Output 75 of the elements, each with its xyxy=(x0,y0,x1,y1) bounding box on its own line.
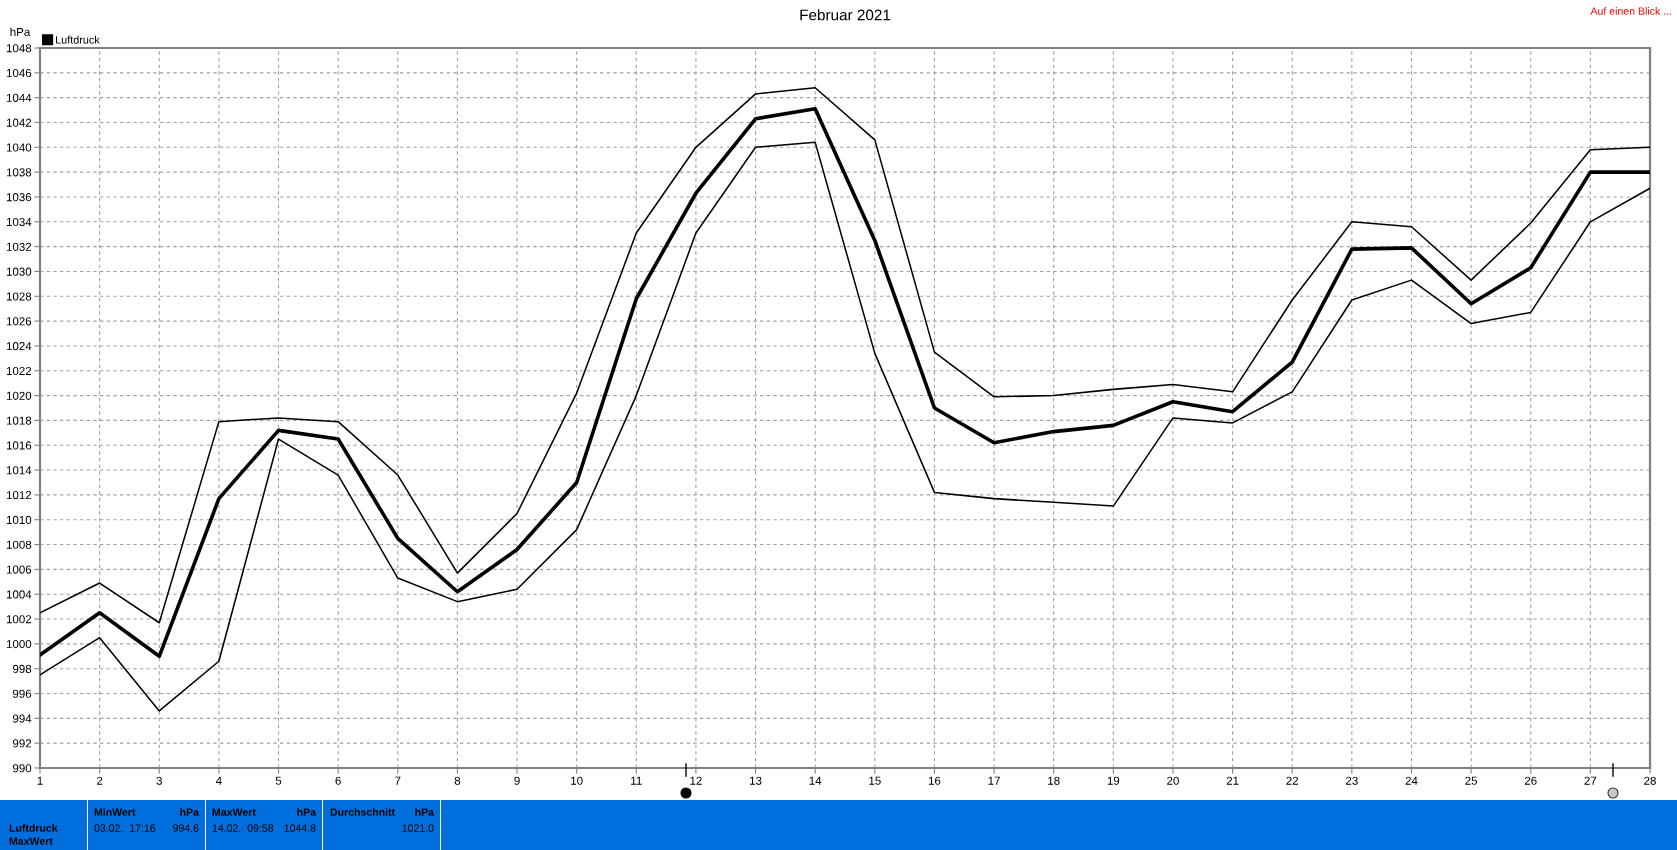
x-tick-label: 12 xyxy=(690,776,702,785)
y-tick-label: 1016 xyxy=(6,441,32,450)
x-tick-label: 9 xyxy=(514,776,520,785)
text: 14.02. 09:58 xyxy=(212,824,274,832)
y-tick-label: 1020 xyxy=(6,391,32,400)
text: 1021.0 xyxy=(402,824,434,832)
y-tick-label: 1000 xyxy=(6,639,32,649)
y-tick-label: 1034 xyxy=(6,217,32,227)
x-tick-label: 3 xyxy=(156,776,162,785)
x-tick-label: 19 xyxy=(1107,776,1120,785)
y-tick-label: 1032 xyxy=(6,242,32,251)
x-tick-label: 17 xyxy=(988,776,1000,785)
y-tick-label: 1004 xyxy=(6,590,32,599)
text: hPa xyxy=(297,808,317,816)
y-tick-label: 1048 xyxy=(6,44,32,53)
x-tick-label: 21 xyxy=(1226,776,1239,785)
x-tick-label: 5 xyxy=(275,776,282,785)
text: hPa xyxy=(180,808,200,816)
y-tick-label: 1012 xyxy=(6,491,32,500)
x-tick-label: 13 xyxy=(750,776,762,785)
text: Durchschnitt xyxy=(330,808,395,816)
y-tick-label: 1028 xyxy=(6,292,32,301)
y-tick-label: 996 xyxy=(12,689,32,698)
x-tick-label: 23 xyxy=(1346,776,1358,785)
x-tick-label: 1 xyxy=(37,776,43,785)
y-tick-label: 1030 xyxy=(6,267,32,276)
y-tick-label: 1036 xyxy=(6,193,32,202)
y-tick-label: 1008 xyxy=(6,540,32,549)
x-tick-label: 14 xyxy=(809,776,822,785)
y-axis-title: hPa xyxy=(10,27,31,37)
y-tick-label: 1018 xyxy=(6,416,32,425)
y-tick-label: 1014 xyxy=(6,466,32,475)
x-tick-label: 15 xyxy=(869,776,881,785)
y-tick-label: 992 xyxy=(12,739,32,748)
text: Luftdruck xyxy=(9,824,58,832)
y-tick-label: 994 xyxy=(12,714,32,723)
text: MaxWert xyxy=(212,808,256,816)
x-tick-label: 25 xyxy=(1465,776,1478,785)
text: 03.02. 17:16 xyxy=(94,824,156,832)
x-tick-label: 20 xyxy=(1167,776,1179,785)
text: MaxWert xyxy=(9,837,53,845)
y-tick-label: 1010 xyxy=(6,515,32,525)
y-tick-label: 1042 xyxy=(6,118,32,127)
y-tick-label: 1002 xyxy=(6,615,32,624)
x-tick-label: 7 xyxy=(395,776,401,785)
chart-title: Februar 2021 xyxy=(800,9,891,21)
y-tick-label: 990 xyxy=(12,764,32,773)
y-tick-label: 1038 xyxy=(6,168,32,177)
text: 1044.8 xyxy=(284,824,316,832)
x-tick-label: 24 xyxy=(1405,776,1418,785)
text: MinWert xyxy=(94,808,136,816)
x-tick-label: 27 xyxy=(1584,776,1597,785)
x-tick-label: 16 xyxy=(928,776,941,785)
y-tick-label: 1044 xyxy=(6,93,32,102)
x-tick-label: 26 xyxy=(1524,776,1537,785)
x-tick-label: 11 xyxy=(631,776,642,785)
x-tick-label: 8 xyxy=(454,776,461,785)
text: Auf einen Blick ... xyxy=(1590,7,1672,15)
text: hPa xyxy=(415,808,435,816)
y-tick-label: 998 xyxy=(12,664,32,673)
x-tick-label: 18 xyxy=(1048,776,1060,785)
x-tick-label: 28 xyxy=(1644,776,1656,785)
y-tick-label: 1026 xyxy=(6,317,32,326)
y-tick-label: 1024 xyxy=(6,342,32,351)
x-tick-label: 2 xyxy=(97,776,103,785)
x-tick-label: 6 xyxy=(335,776,341,785)
x-tick-label: 10 xyxy=(571,776,583,785)
x-tick-label: 22 xyxy=(1286,776,1299,785)
y-tick-label: 1046 xyxy=(6,68,32,78)
y-tick-label: 1006 xyxy=(6,565,32,574)
x-tick-label: 4 xyxy=(215,776,222,785)
y-tick-label: 1040 xyxy=(6,143,32,152)
text: 994.6 xyxy=(173,824,199,832)
y-tick-label: 1022 xyxy=(6,366,32,376)
legend-label: Luftdruck xyxy=(56,35,100,44)
